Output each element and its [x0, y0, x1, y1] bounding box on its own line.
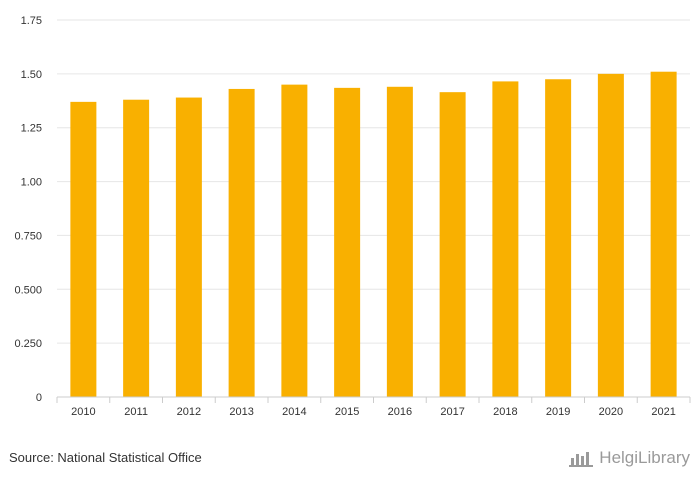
x-tick-label: 2017 — [440, 406, 464, 418]
y-tick-label: 0 — [36, 392, 42, 404]
source-note: Source: National Statistical Office — [9, 450, 202, 465]
x-tick-label: 2021 — [651, 406, 675, 418]
bar-2021 — [650, 71, 677, 398]
y-axis-ticks: 0 0.250 0.500 0.750 1.00 1.25 1.50 1.75 — [14, 15, 42, 404]
y-tick-label: 1.00 — [21, 177, 42, 189]
x-tick-label: 2012 — [177, 406, 201, 418]
brand-name: HelgiLibrary — [599, 448, 690, 467]
bar-2020 — [597, 73, 624, 397]
grid-lines — [57, 19, 690, 398]
bar-2011 — [123, 99, 150, 398]
y-tick-label: 1.75 — [21, 15, 42, 27]
x-tick-label: 2015 — [335, 406, 359, 418]
x-tick-label: 2020 — [599, 406, 623, 418]
y-tick-label: 1.50 — [21, 69, 42, 81]
brand-logo: HelgiLibrary — [569, 448, 690, 468]
bar-2018 — [492, 81, 519, 397]
bar-2014 — [281, 84, 308, 397]
bar-2013 — [228, 88, 255, 398]
x-tick-label: 2014 — [282, 406, 306, 418]
y-tick-label: 0.250 — [14, 338, 42, 350]
x-tick-label: 2013 — [229, 406, 253, 418]
bar-2019 — [545, 79, 572, 397]
x-tick-label: 2019 — [546, 406, 570, 418]
x-tick-label: 2018 — [493, 406, 517, 418]
x-axis: 2010 2011 2012 2013 2014 2015 2016 2017 2018 2019… — [56, 396, 691, 418]
y-tick-label: 0.500 — [14, 284, 42, 296]
x-tick-label: 2010 — [71, 406, 95, 418]
helgi-logo-icon — [569, 452, 594, 467]
x-tick-label: 2011 — [124, 406, 148, 418]
bars — [70, 71, 677, 398]
x-tick-label: 2016 — [388, 406, 412, 418]
bar-2012 — [175, 97, 202, 397]
y-tick-label: 0.750 — [14, 230, 42, 242]
bar-2016 — [386, 86, 413, 397]
bar-2015 — [334, 87, 361, 398]
bar-2017 — [439, 92, 466, 397]
y-tick-label: 1.25 — [21, 123, 42, 135]
bar-2010 — [70, 101, 97, 397]
